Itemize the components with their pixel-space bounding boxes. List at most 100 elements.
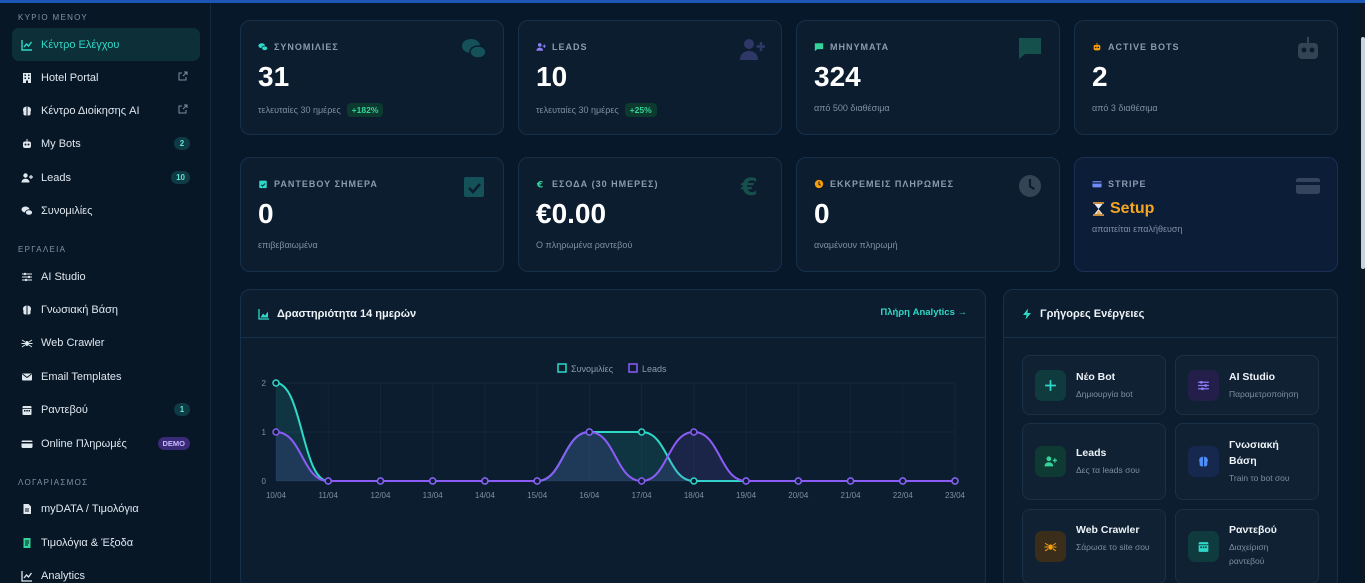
sidebar-item-online-payments[interactable]: Online Πληρωμές DEMO (12, 427, 200, 460)
quick-action-subtitle: Train το bot σου (1229, 473, 1290, 483)
sidebar-item-dashboard[interactable]: Κέντρο Ελέγχου (12, 28, 200, 61)
x-tick-label: 15/04 (527, 491, 548, 500)
sidebar-item-analytics[interactable]: Analytics (12, 559, 200, 583)
stat-subtext: τελευταίες 30 ημέρες +25% (536, 103, 657, 117)
stat-card-leads: LEADS 10 τελευταίες 30 ημέρες +25% (518, 20, 782, 135)
y-tick-label: 2 (262, 379, 267, 388)
stat-card-pending-payments: ΕΚΚΡΕΜΕΙΣ ΠΛΗΡΩΜΕΣ 0 αναμένουν πληρωμή (796, 157, 1060, 272)
quick-action-leads[interactable]: Leads Δες τα leads σου (1022, 423, 1166, 500)
svg-text:€: € (536, 179, 544, 189)
x-tick-label: 10/04 (266, 491, 287, 500)
stat-subtext: από 500 διαθέσιμα (814, 103, 890, 113)
calendar-check-icon (259, 180, 267, 189)
credit-card-icon (1296, 178, 1320, 194)
quick-action-title: Leads (1076, 447, 1107, 459)
sidebar-item-my-bots[interactable]: My Bots 2 (12, 127, 200, 160)
quick-action-new-bot[interactable]: Νέο Bot Δημιουργία bot (1022, 355, 1166, 415)
sidebar-item-label: Analytics (41, 569, 86, 582)
spider-icon (1035, 531, 1066, 562)
sidebar-item-knowledge-base[interactable]: Γνωσιακή Βάση (12, 293, 200, 326)
sidebar-item-label: myDATA / Τιμολόγια (41, 502, 139, 515)
section-title-account: ΛΟΓΑΡΙΑΣΜΟΣ (18, 478, 89, 487)
brain-icon (20, 303, 33, 316)
sidebar-item-ai-studio[interactable]: AI Studio (12, 260, 200, 293)
quick-action-subtitle: Σάρωσε το site σου (1076, 542, 1150, 552)
message-icon (1019, 38, 1041, 59)
legend-label-conversations: Συνομιλίες (571, 364, 614, 374)
stat-value: 2 (1092, 61, 1108, 92)
x-tick-label: 16/04 (579, 491, 600, 500)
x-tick-label: 22/04 (893, 491, 914, 500)
x-tick-label: 21/04 (841, 491, 862, 500)
stat-value: 324 (814, 61, 861, 92)
sidebar-item-label: Email Templates (41, 370, 122, 383)
sidebar-item-web-crawler[interactable]: Web Crawler (12, 326, 200, 359)
data-point-1 (794, 477, 803, 485)
sidebar-item-appointments[interactable]: Ραντεβού 1 (12, 393, 200, 426)
bolt-icon (1023, 308, 1031, 319)
x-tick-label: 17/04 (632, 491, 653, 500)
external-link-icon (178, 71, 188, 81)
sidebar-item-label: Γνωσιακή Βάση (41, 303, 119, 316)
quick-action-title: Γνωσιακή Βάση (1229, 439, 1279, 467)
sidebar-item-label: Κέντρο Ελέγχου (41, 38, 120, 51)
scrollbar-thumb[interactable] (1361, 37, 1365, 269)
x-tick-label: 23/04 (945, 491, 966, 500)
stat-subtext: Ο πληρωμένα ραντεβού (536, 240, 633, 250)
sidebar-item-email-templates[interactable]: Email Templates (12, 360, 200, 393)
quick-action-ai-studio[interactable]: AI Studio Παραμετροποίηση (1175, 355, 1319, 415)
sidebar-item-invoices-expenses[interactable]: Τιμολόγια & Έξοδα (12, 526, 200, 559)
quick-action-knowledge-base[interactable]: Γνωσιακή Βάση Train το bot σου (1175, 423, 1319, 500)
credit-card-icon (20, 437, 33, 450)
stat-subtext: αναμένουν πληρωμή (814, 240, 898, 250)
x-tick-label: 11/04 (319, 491, 339, 500)
stat-subtext: επιβεβαιωμένα (258, 240, 318, 250)
data-point-1 (324, 477, 332, 485)
quick-action-title: AI Studio (1229, 371, 1276, 383)
legend-label-leads: Leads (642, 364, 667, 374)
data-point-1 (481, 477, 489, 485)
quick-action-appointments[interactable]: Ραντεβού Διαχείριση ραντεβού (1175, 509, 1319, 583)
plus-icon (1035, 370, 1066, 401)
legend[interactable]: Συνομιλίες Leads (557, 363, 667, 374)
user-plus-icon (536, 43, 546, 51)
quick-action-web-crawler[interactable]: Web Crawler Σάρωσε το site σου (1022, 509, 1166, 583)
stat-label: ΡΑΝΤΕΒΟΥ ΣΗΜΕΡΑ (258, 179, 378, 189)
data-point-1 (637, 477, 646, 485)
data-point-1 (846, 477, 855, 485)
brain-icon (20, 104, 33, 117)
sidebar-item-hotel-portal[interactable]: Hotel Portal (12, 61, 200, 94)
hourglass-icon (1092, 202, 1105, 216)
calendar-icon (1188, 531, 1219, 562)
sidebar-item-label: Web Crawler (41, 336, 105, 349)
stat-card-messages: ΜΗΝΥΜΑΤΑ 324 από 500 διαθέσιμα (796, 20, 1060, 135)
envelope-icon (20, 370, 33, 383)
sidebar-item-label: Ραντεβού (41, 403, 88, 416)
sidebar-item-label: My Bots (41, 137, 81, 150)
sidebar-item-label: Κέντρο Διοίκησης AI (41, 104, 140, 117)
data-point-1 (376, 477, 385, 485)
stat-label: LEADS (536, 42, 588, 52)
stat-card-stripe[interactable]: STRIPE Setup απαιτείται επαλήθευση (1074, 157, 1338, 272)
activity-panel: Δραστηριότητα 14 ημερών Πλήρη Analytics … (240, 289, 986, 583)
data-point-0 (637, 428, 646, 436)
euro-icon: € (536, 179, 544, 189)
sidebar-item-conversations[interactable]: Συνομιλίες (12, 194, 200, 227)
full-analytics-link[interactable]: Πλήρη Analytics → (880, 307, 967, 318)
receipt-icon (20, 536, 33, 549)
quick-action-title: Ραντεβού (1229, 524, 1277, 536)
quick-actions-panel: Γρήγορες Ενέργειες Νέο Bot Δημιουργία bo… (1003, 289, 1338, 583)
spider-icon (20, 336, 33, 349)
demo-badge: DEMO (157, 437, 190, 450)
stat-label: ACTIVE BOTS (1092, 42, 1180, 52)
section-title-main: ΚΥΡΙΟ ΜΕΝΟΥ (18, 13, 89, 22)
section-title-tools: ΕΡΓΑΛΕΙΑ (18, 245, 67, 254)
stat-value: €0.00 (536, 198, 607, 229)
sidebar-item-ai-command[interactable]: Κέντρο Διοίκησης AI (12, 94, 200, 127)
credit-card-icon (1092, 181, 1102, 188)
scrollbar-track[interactable] (1358, 3, 1365, 583)
sidebar-item-leads[interactable]: Leads 10 (12, 161, 200, 194)
sidebar-item-mydata[interactable]: myDATA / Τιμολόγια (12, 492, 200, 525)
robot-icon (1298, 37, 1318, 59)
euro-icon: € (740, 173, 758, 199)
